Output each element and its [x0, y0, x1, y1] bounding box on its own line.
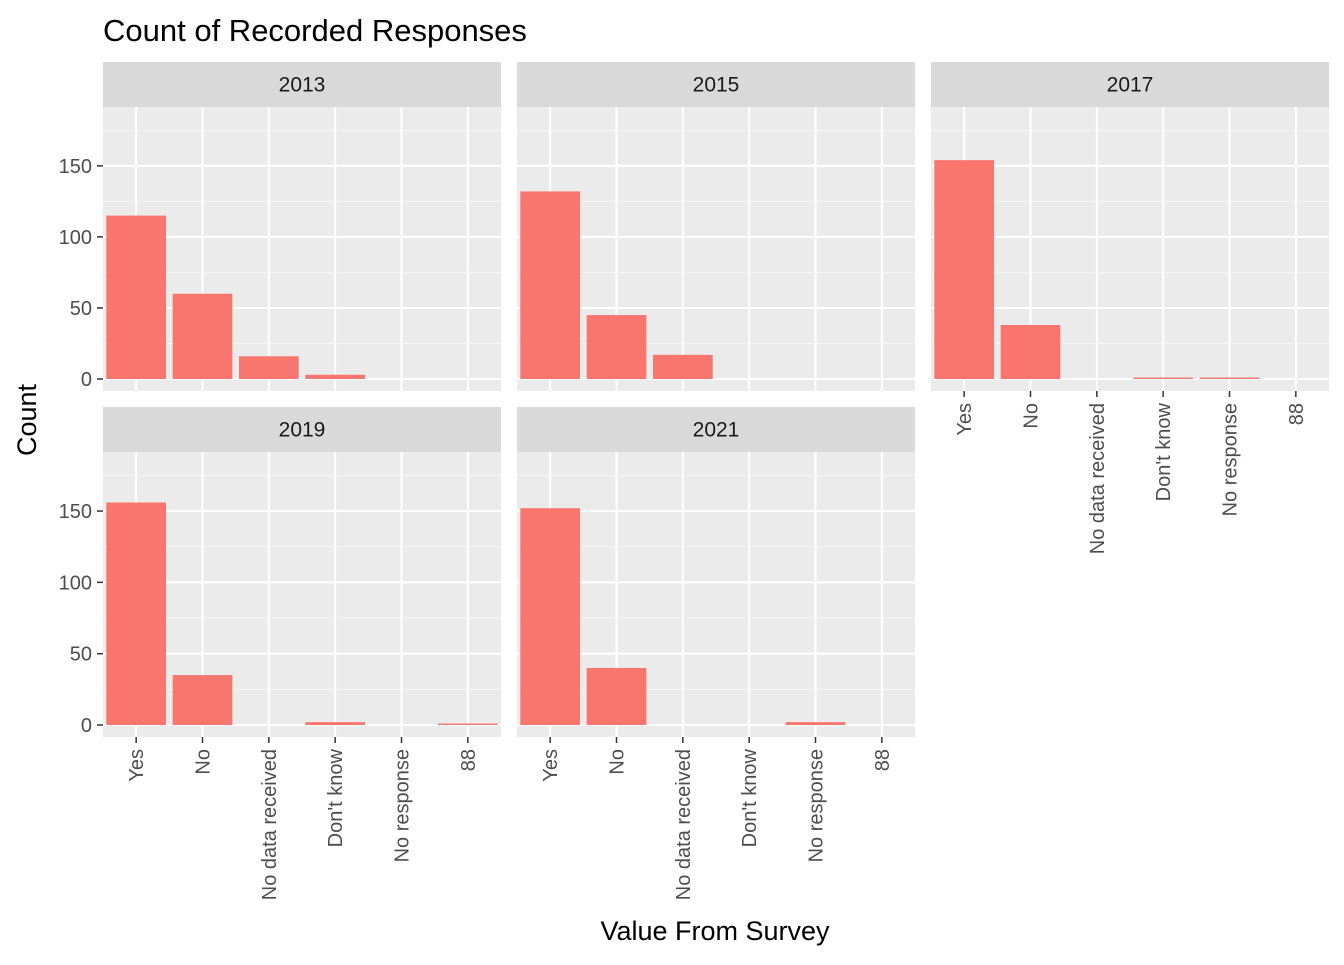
- y-tick-label: 0: [81, 369, 92, 391]
- bar-yes: [520, 508, 581, 725]
- x-tick-label: 88: [872, 749, 894, 771]
- facet-strip: [103, 407, 501, 452]
- bar-yes: [520, 191, 581, 379]
- bar-don-t-know: [305, 374, 366, 379]
- facet-panel-2013: 2013 0 50 100 150: [59, 62, 501, 391]
- x-tick-label: Yes: [954, 403, 976, 436]
- x-tick-label: Yes: [540, 749, 562, 782]
- facet-strip-label: 2019: [279, 419, 326, 442]
- x-tick-label: No data received: [259, 749, 281, 900]
- x-tick-label: 88: [458, 749, 480, 771]
- facet-strip: [931, 62, 1329, 107]
- x-tick-label: Don't know: [739, 748, 761, 847]
- facet-panel-2019: 2019 0 50 100 150 Yes No No data received Don't …: [59, 407, 501, 900]
- x-tick-label: Yes: [126, 749, 148, 782]
- bar-no-data-received: [652, 354, 713, 379]
- y-tick-label: 0: [81, 715, 92, 737]
- bar-yes: [106, 215, 167, 379]
- x-tick-label: 88: [1286, 403, 1308, 425]
- facet-strip-label: 2015: [693, 74, 740, 97]
- x-axis-title: Value From Survey: [600, 916, 830, 946]
- x-tick-label: No data received: [673, 749, 695, 900]
- y-tick-label: 100: [59, 227, 92, 249]
- facet-strip: [103, 62, 501, 107]
- y-tick-label: 150: [59, 501, 92, 523]
- bar-no: [1000, 325, 1061, 379]
- bar-yes: [934, 160, 995, 379]
- x-tick-label: No response: [392, 749, 414, 862]
- facet-strip-label: 2013: [279, 74, 326, 97]
- bar-88: [437, 723, 498, 725]
- x-tick-label: No response: [1220, 403, 1242, 516]
- facet-strip: [517, 407, 915, 452]
- bar-no: [586, 315, 647, 379]
- bar-no: [172, 675, 233, 725]
- facet-panel-2017: 2017 Yes No No data received Don't know No re…: [931, 62, 1329, 554]
- y-tick-label: 50: [70, 298, 92, 320]
- bar-don-t-know: [1133, 377, 1194, 379]
- x-tick-label: No: [193, 749, 215, 775]
- facet-panel-2021: 2021 Yes No No data received Don't know No re…: [517, 407, 915, 900]
- x-tick-label: No: [1021, 403, 1043, 429]
- y-tick-label: 100: [59, 572, 92, 594]
- facets: 2013 0 50 100 150 2015 2017 Yes No No data receiv…: [59, 62, 1329, 900]
- bar-no: [172, 293, 233, 379]
- chart-title: Count of Recorded Responses: [103, 13, 527, 48]
- facet-panel-2015: 2015: [517, 62, 915, 391]
- bar-no-response: [785, 722, 846, 725]
- facet-strip: [517, 62, 915, 107]
- y-tick-label: 150: [59, 156, 92, 178]
- bar-no-data-received: [238, 356, 299, 379]
- bar-don-t-know: [305, 722, 366, 725]
- y-tick-label: 50: [70, 644, 92, 666]
- x-tick-label: No response: [806, 749, 828, 862]
- bar-yes: [106, 502, 167, 725]
- y-axis-title: Count: [12, 383, 42, 456]
- x-tick-label: Don't know: [1153, 402, 1175, 501]
- facet-strip-label: 2021: [693, 419, 740, 442]
- bar-no: [586, 667, 647, 725]
- x-tick-label: No data received: [1087, 403, 1109, 554]
- bar-no-response: [1199, 377, 1260, 379]
- facet-strip-label: 2017: [1107, 74, 1154, 97]
- x-tick-label: Don't know: [325, 748, 347, 847]
- x-tick-label: No: [607, 749, 629, 775]
